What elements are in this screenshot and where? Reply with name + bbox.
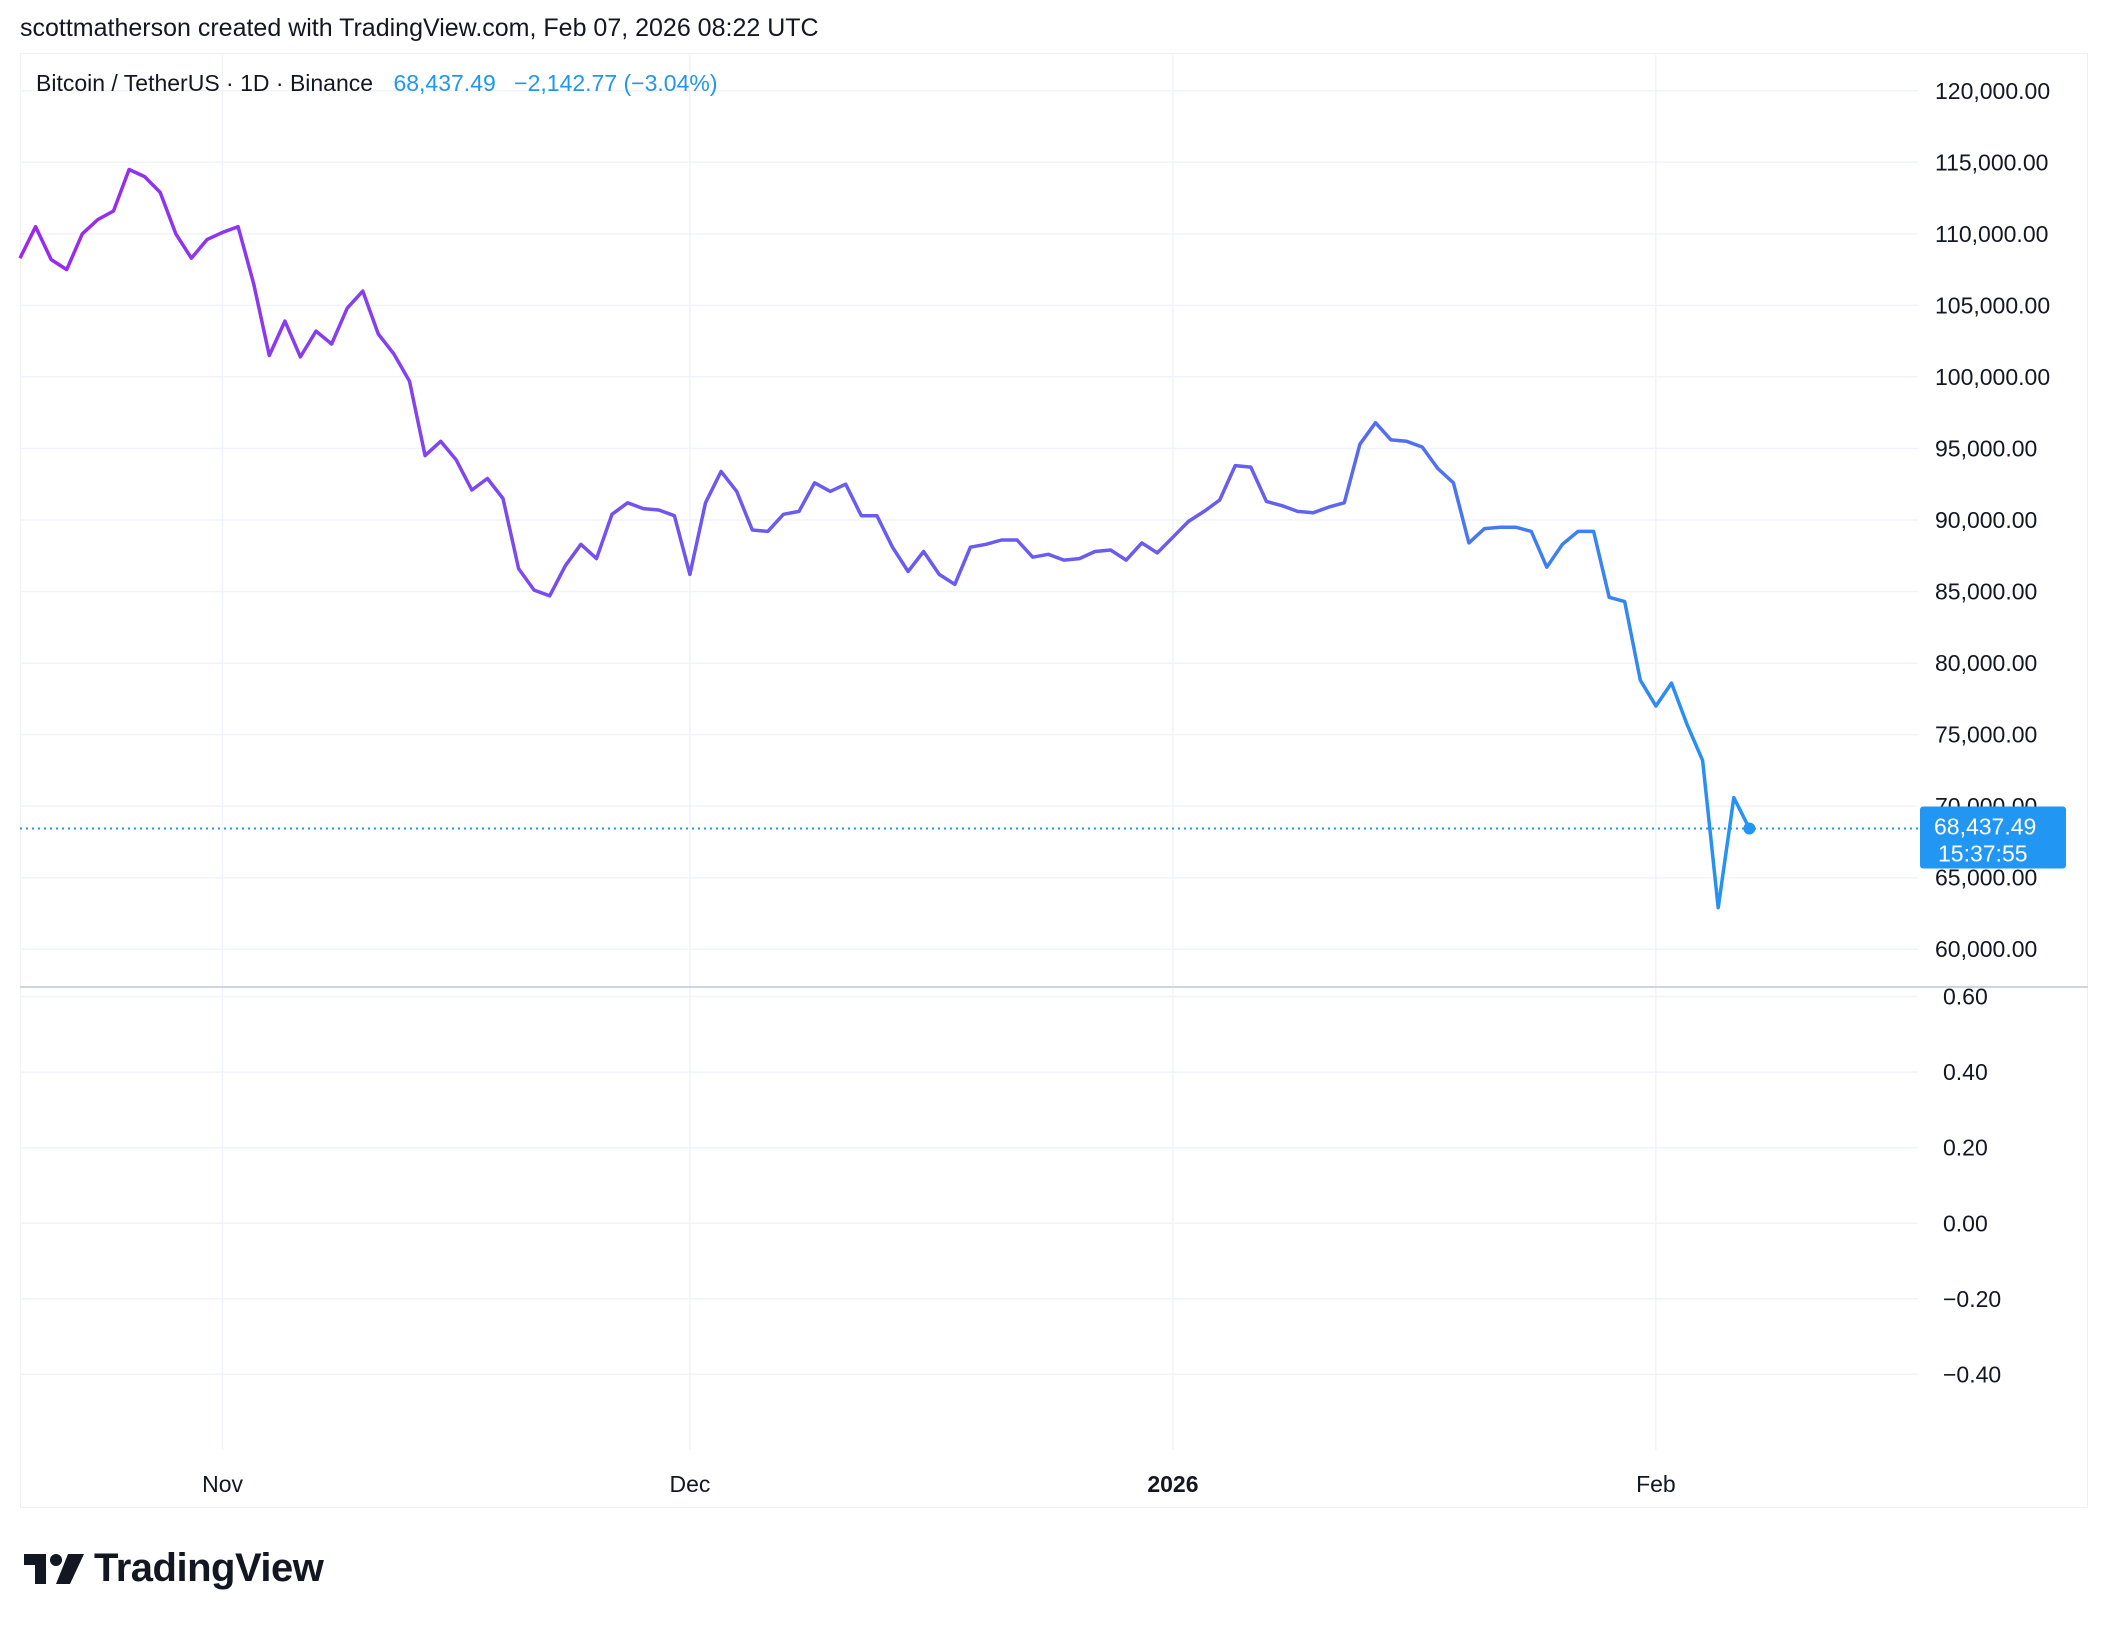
grid-layer (20, 55, 1918, 1450)
legend-change: −2,142.77 (−3.04%) (514, 70, 718, 96)
price-tick-label: 100,000.00 (1935, 364, 2050, 390)
price-tick-label: 120,000.00 (1935, 78, 2050, 104)
time-tick-label: 2026 (1147, 1471, 1198, 1497)
tradingview-brand[interactable]: TradingView (22, 1546, 324, 1591)
time-axis[interactable]: Nov Dec 2026 Feb (202, 1471, 1676, 1497)
indicator-tick-label: 0.40 (1943, 1059, 1988, 1085)
time-tick-label: Nov (202, 1471, 243, 1497)
price-tick-label: 80,000.00 (1935, 650, 2037, 676)
tradingview-logo-icon (24, 1553, 84, 1584)
last-price-dot (1743, 822, 1756, 835)
last-price-tag: 68,437.49 15:37:55 (1920, 806, 2066, 869)
price-tick-label: 90,000.00 (1935, 507, 2037, 533)
indicator-tick-label: −0.20 (1943, 1286, 2001, 1312)
price-tick-label: 105,000.00 (1935, 292, 2050, 318)
time-tick-label: Feb (1636, 1471, 1676, 1497)
legend-price: 68,437.49 (393, 70, 496, 96)
bar-countdown: 15:37:55 (1938, 841, 2028, 867)
price-tick-label: 65,000.00 (1935, 865, 2037, 891)
indicator-axis[interactable]: 0.600.400.200.00−0.20−0.40 (1943, 984, 2001, 1388)
time-tick-label: Dec (669, 1471, 710, 1497)
indicator-tick-label: −0.40 (1943, 1361, 2001, 1387)
price-tick-label: 95,000.00 (1935, 435, 2037, 461)
price-axis[interactable]: 60,000.0065,000.0070,000.0075,000.0080,0… (1935, 78, 2050, 962)
brand-name: TradingView (94, 1546, 324, 1590)
indicator-tick-label: 0.00 (1943, 1210, 1988, 1236)
last-price-value: 68,437.49 (1934, 814, 2036, 840)
attribution-text: scottmatherson created with TradingView.… (20, 14, 819, 42)
indicator-tick-label: 0.20 (1943, 1135, 1988, 1161)
last-price-tag-bg (1920, 806, 2066, 869)
price-tick-label: 85,000.00 (1935, 579, 2037, 605)
price-tick-label: 75,000.00 (1935, 722, 2037, 748)
price-tick-label: 60,000.00 (1935, 936, 2037, 962)
price-tick-label: 115,000.00 (1935, 149, 2048, 175)
price-series-line[interactable] (18, 167, 1751, 910)
symbol-legend[interactable]: Bitcoin / TetherUS · 1D · Binance 68,437… (36, 70, 718, 97)
price-tick-label: 110,000.00 (1935, 221, 2048, 247)
symbol-name[interactable]: Bitcoin / TetherUS · 1D · Binance (36, 70, 374, 96)
chart-frame (20, 53, 2088, 1508)
